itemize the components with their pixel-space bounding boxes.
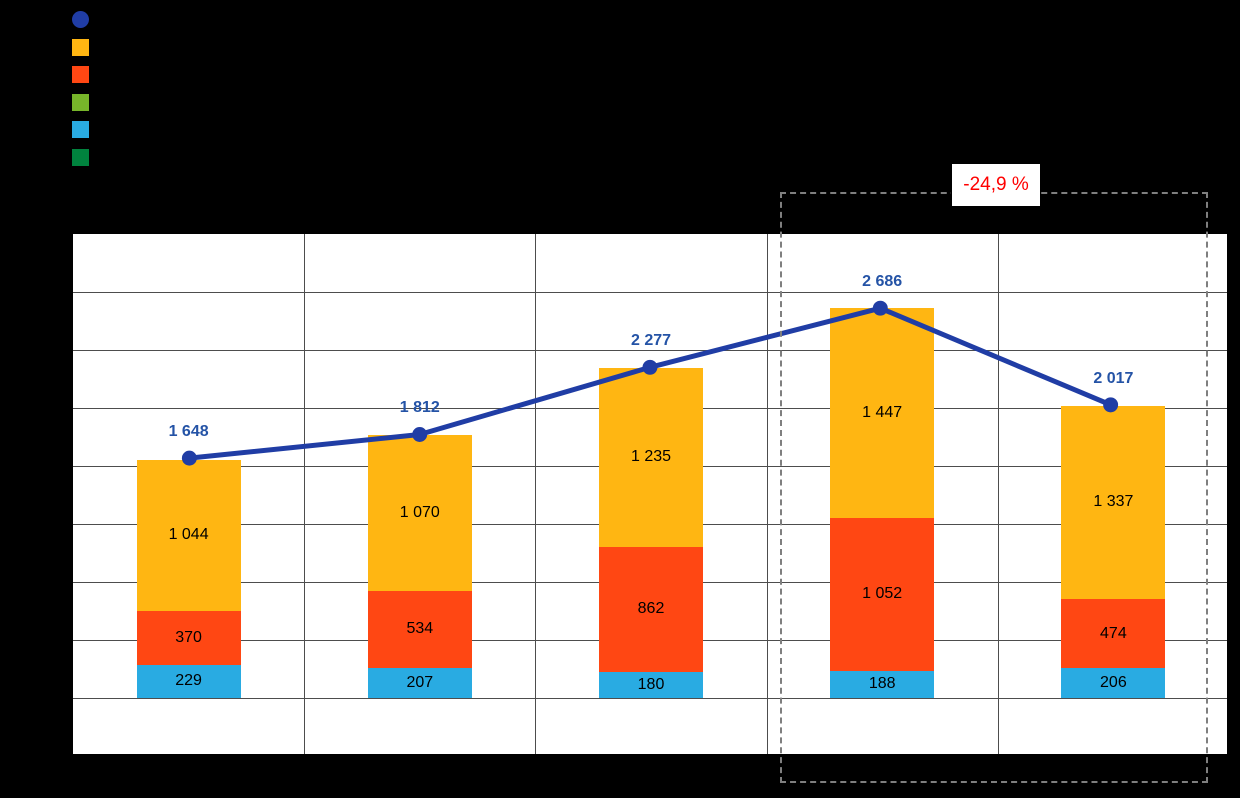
change-annotation: -24,9 % <box>951 163 1041 207</box>
bar-segment-orange: 370 <box>136 611 241 665</box>
bar-segment-label: 1 447 <box>862 404 903 422</box>
green-series-swatch-icon <box>72 93 89 111</box>
bar-segment-label: 1 052 <box>862 585 903 603</box>
bar-segment-label: 534 <box>406 620 434 638</box>
plot-area: 229 370 1 044 207 534 1 070 180 862 1 235 188 1 05… <box>72 233 1228 755</box>
legend-item <box>72 34 97 62</box>
bar-segment-orange: 534 <box>367 590 472 668</box>
total-line-marker <box>1103 397 1119 413</box>
darkgreen-series-swatch-icon <box>72 148 89 166</box>
bar-segment-label: 1 235 <box>630 448 672 466</box>
orange-series-swatch-icon <box>72 66 89 84</box>
gridline-vertical <box>997 234 999 754</box>
bar-segment-label: 229 <box>175 672 202 690</box>
bar-segment-label: 188 <box>868 675 896 693</box>
bar-segment-label: 370 <box>175 628 202 646</box>
total-label: 2 277 <box>630 331 672 349</box>
bar-segment-label: 206 <box>1100 674 1127 692</box>
bar-segment-label: 1 044 <box>168 526 209 544</box>
gridline-vertical <box>304 234 306 754</box>
gridline-horizontal <box>73 698 1227 699</box>
total-label: 2 686 <box>862 272 903 290</box>
legend <box>72 6 97 171</box>
bar-segment-lightblue: 180 <box>599 671 703 698</box>
total-line-marker-icon <box>72 11 89 29</box>
gridline-vertical <box>535 234 537 754</box>
total-line-marker <box>642 359 658 375</box>
total-line-marker <box>412 427 428 442</box>
labels-layer: 1 648 1 812 2 277 2 686 2 017 <box>73 234 1227 754</box>
bars-layer: 229 370 1 044 207 534 1 070 180 862 1 235 188 1 05… <box>73 234 1227 754</box>
bar-segment-lightblue: 206 <box>1061 668 1166 698</box>
total-label: 1 648 <box>168 423 209 440</box>
bar-segment-lightblue: 229 <box>136 664 241 698</box>
bar-segment-label: 1 337 <box>1093 493 1134 511</box>
bar-segment-orange: 1 052 <box>830 518 935 671</box>
bar-segment-label: 1 070 <box>399 503 440 521</box>
legend-item <box>72 144 97 172</box>
legend-item <box>72 6 97 34</box>
amber-series-swatch-icon <box>72 38 89 56</box>
legend-item <box>72 89 97 117</box>
bar-segment-amber: 1 337 <box>1061 405 1166 600</box>
bar-segment-label: 180 <box>637 675 665 693</box>
bar-segment-lightblue: 207 <box>367 668 472 698</box>
bar-segment-orange: 862 <box>599 546 703 672</box>
bar-segment-amber: 1 447 <box>830 308 935 519</box>
bar-segment-amber: 1 235 <box>599 367 703 547</box>
gridline-horizontal <box>73 350 1227 351</box>
bar-segment-label: 474 <box>1100 624 1127 642</box>
bar-segment-amber: 1 044 <box>136 459 241 612</box>
bar-segment-label: 207 <box>406 674 434 691</box>
gridline-horizontal <box>73 292 1227 293</box>
total-label: 1 812 <box>399 399 440 417</box>
bar-segment-lightblue: 188 <box>830 670 935 698</box>
total-line-marker <box>872 300 888 316</box>
change-annotation-label: -24,9 % <box>963 174 1029 195</box>
legend-item <box>72 116 97 144</box>
bar-segment-amber: 1 070 <box>367 435 472 591</box>
lightblue-series-swatch-icon <box>72 121 89 139</box>
highlight-region <box>780 192 1208 783</box>
total-line-marker <box>181 450 197 466</box>
bar-segment-orange: 474 <box>1061 599 1166 669</box>
bar-segment-label: 862 <box>637 600 665 618</box>
total-label: 2 017 <box>1093 369 1134 387</box>
legend-item <box>72 61 97 89</box>
gridline-vertical <box>766 234 768 754</box>
line-layer <box>181 300 1119 466</box>
